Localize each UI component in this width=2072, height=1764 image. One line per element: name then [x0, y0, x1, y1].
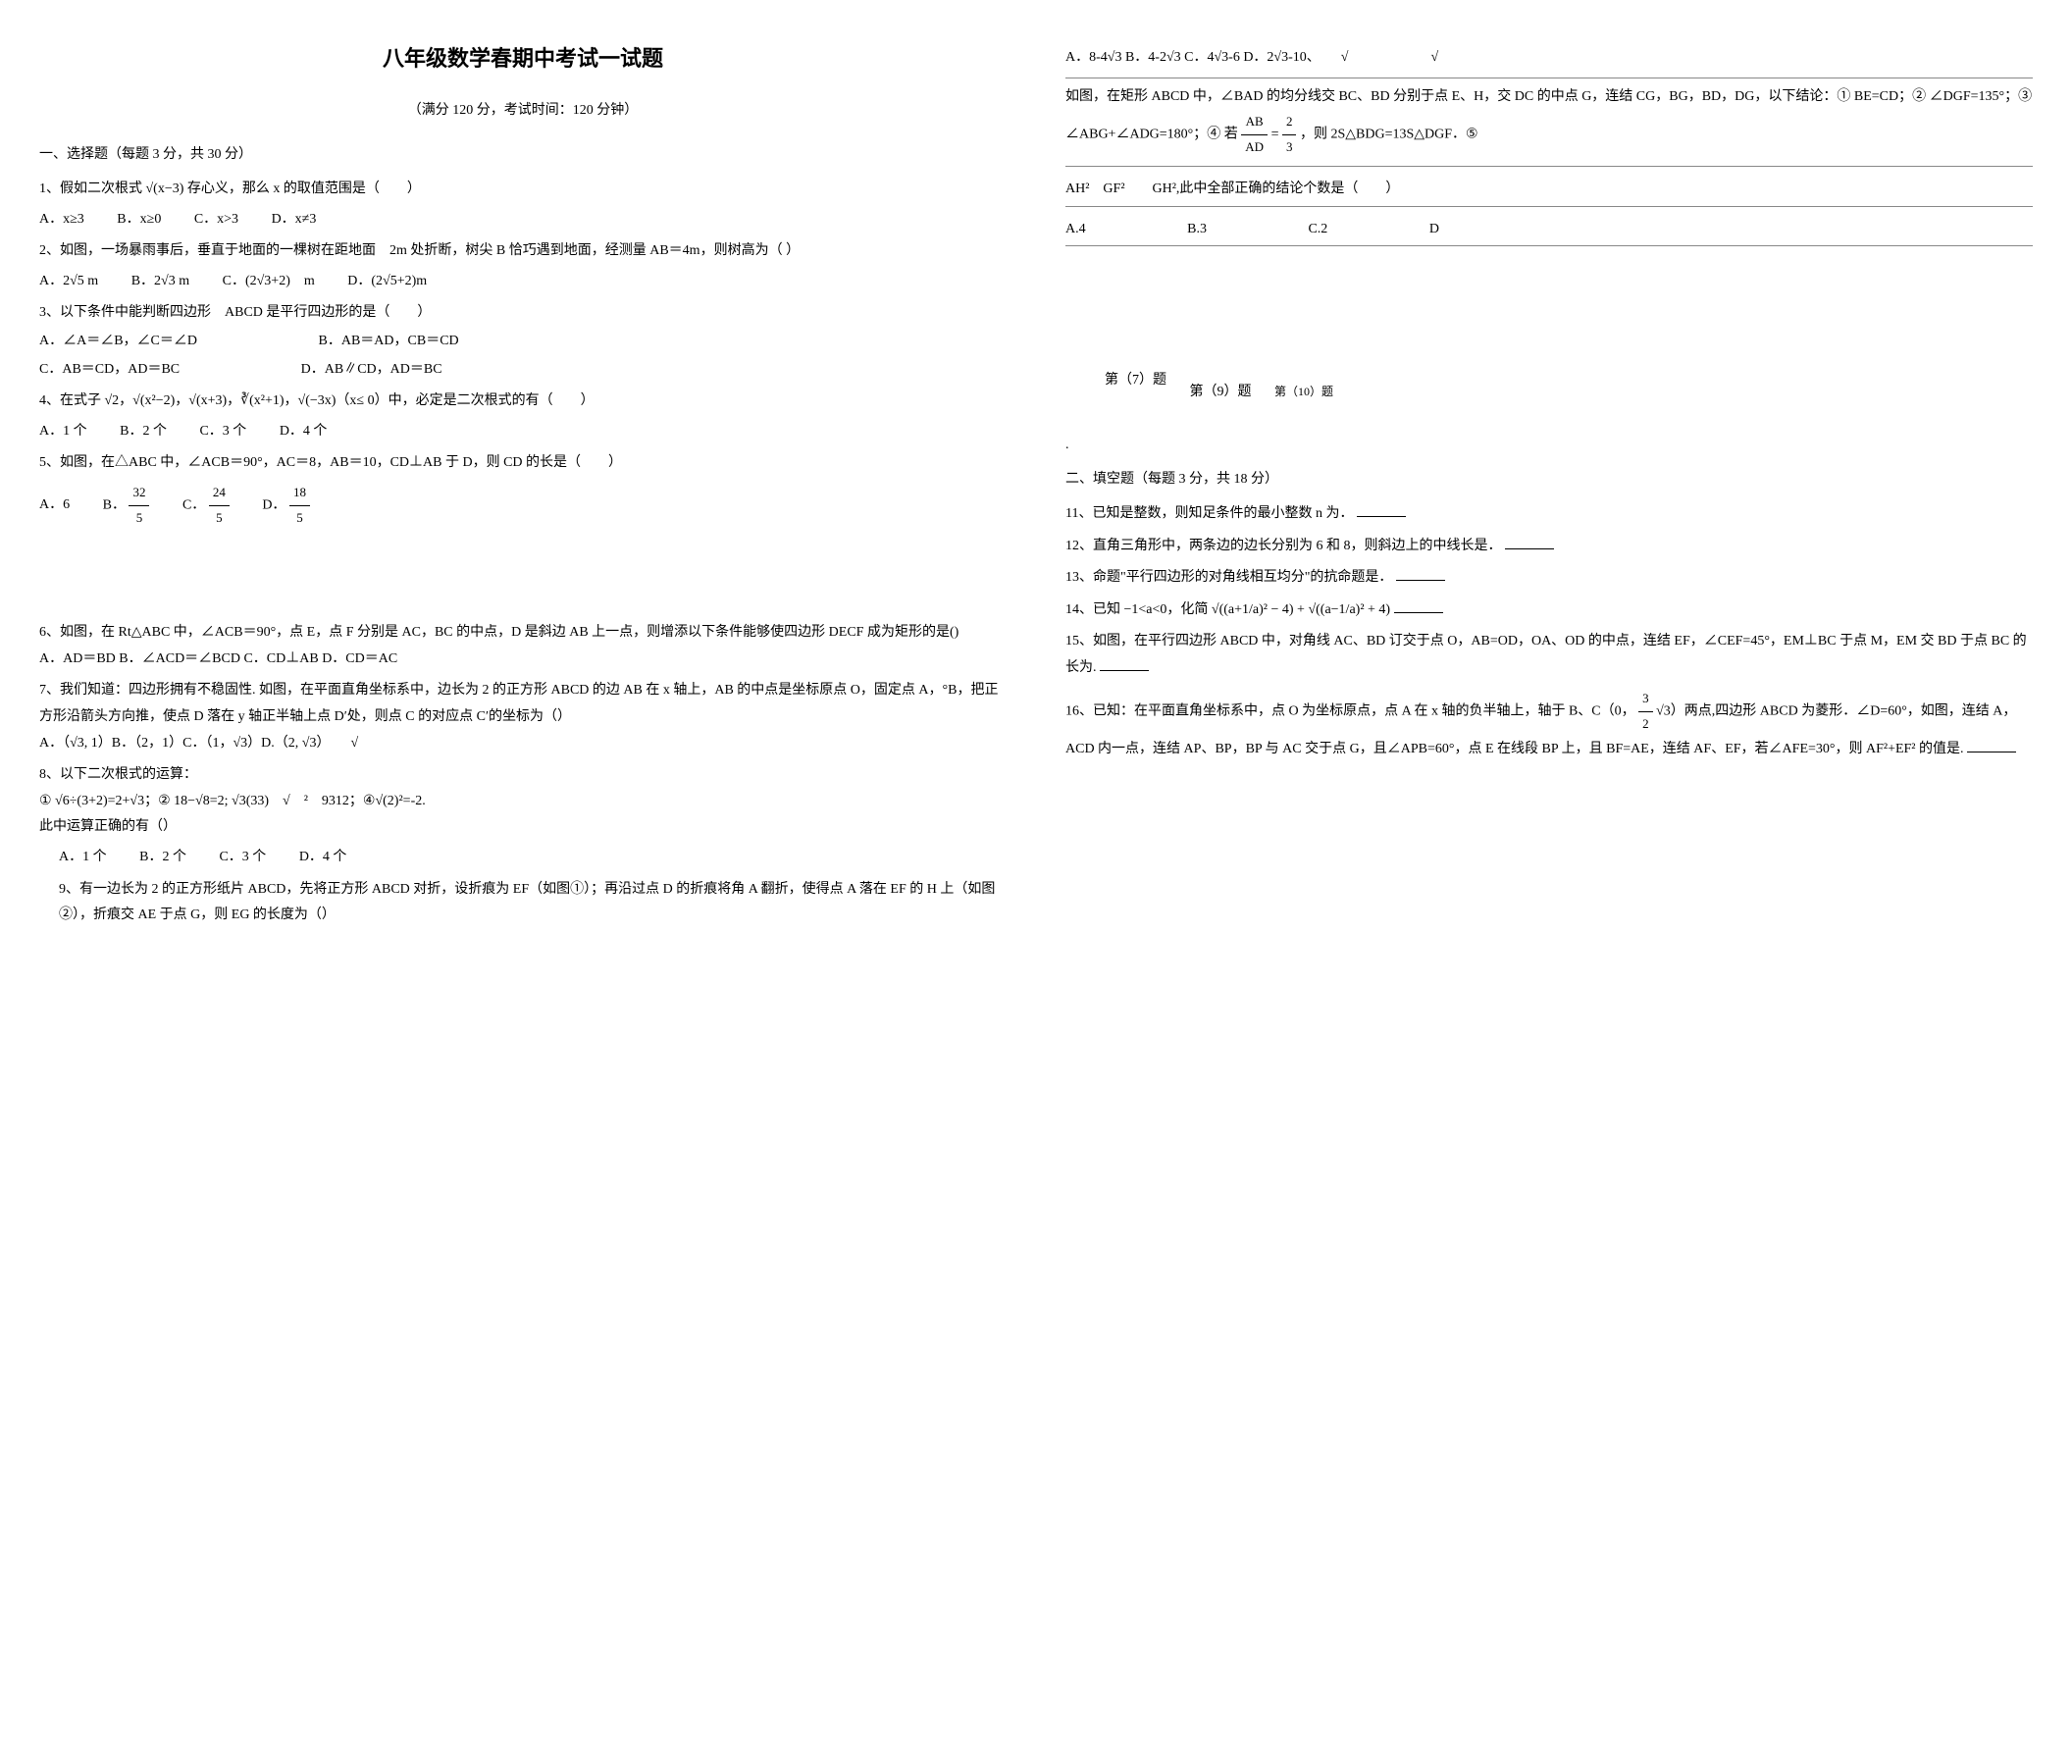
- q8-optC: C．3 个: [219, 845, 266, 871]
- spacer2: [1065, 250, 2033, 348]
- q9: 9、有一边长为 2 的正方形纸片 ABCD，先将正方形 ABCD 对折，设折痕为…: [39, 877, 1007, 929]
- right-column: A．8-4√3 B．4-2√3 C．4√3-6 D．2√3-10、 √ √ 如图…: [1065, 39, 2033, 935]
- q3-optD: D．AB∥CD，AD＝BC: [301, 357, 442, 384]
- q5-options: A．6 B． 325 C． 245 D． 185: [39, 481, 1007, 530]
- q4-options: A．1 个 B．2 个 C．3 个 D．4 个: [39, 419, 1007, 445]
- q16-a: 16、已知：在平面直角坐标系中，点 O 为坐标原点，点 A 在 x 轴的负半轴上…: [1065, 704, 1635, 719]
- q3-optA: A．∠A＝∠B，∠C＝∠D: [39, 329, 197, 355]
- q1: 1、假如二次根式 √(x−3) 存心义，那么 x 的取值范围是（ ） A．x≥3…: [39, 177, 1007, 233]
- section2-header: 二、填空题（每题 3 分，共 18 分）: [1065, 467, 2033, 492]
- q10-optC: C.2: [1308, 217, 1327, 241]
- q5-optC: C． 245: [182, 481, 230, 530]
- section1-header: 一、选择题（每题 3 分，共 30 分）: [39, 142, 1007, 167]
- q2-options: A．2√5 m B．2√3 m C．(2√3+2) m D．(2√5+2)m: [39, 269, 1007, 295]
- q10-optA: A.4: [1065, 217, 1086, 241]
- page-title: 八年级数学春期中考试一试题: [39, 39, 1007, 78]
- q12: 12、直角三角形中，两条边的边长分别为 6 和 8，则斜边上的中线长是．: [1065, 534, 2033, 560]
- q3-row2: C．AB＝CD，AD＝BC D．AB∥CD，AD＝BC: [39, 357, 1007, 384]
- q9-text: 9、有一边长为 2 的正方形纸片 ABCD，先将正方形 ABCD 对折，设折痕为…: [59, 877, 1007, 929]
- q7: 7、我们知道：四边形拥有不稳固性. 如图，在平面直角坐标系中，边长为 2 的正方…: [39, 678, 1007, 756]
- q14-blank: [1394, 612, 1443, 613]
- q2-optC: C．(2√3+2) m: [223, 269, 315, 295]
- q15: 15、如图，在平行四边形 ABCD 中，对角线 AC、BD 订交于点 O，AB=…: [1065, 629, 2033, 681]
- q1-text: 1、假如二次根式 √(x−3) 存心义，那么 x 的取值范围是（ ）: [39, 177, 1007, 203]
- q10: 如图，在矩形 ABCD 中，∠BAD 的均分线交 BC、BD 分别于点 E、H，…: [1065, 78, 2033, 167]
- q10-optD: D: [1429, 217, 1439, 241]
- q5-text: 5、如图，在△ABC 中，∠ACB＝90°，AC＝8，AB＝10，CD⊥AB 于…: [39, 450, 1007, 477]
- q2-text: 2、如图，一场暴雨事后，垂直于地面的一棵树在距地面 2m 处折断，树尖 B 恰巧…: [39, 238, 1007, 265]
- fig7-label: 第（7）题: [1105, 368, 1166, 392]
- fig10-label: 第（10）题: [1274, 382, 1333, 403]
- q10-frac1: ABAD: [1241, 110, 1268, 159]
- q2-optA: A．2√5 m: [39, 269, 98, 295]
- q8-text: 8、以下二次根式的运算：: [39, 762, 1007, 789]
- q2: 2、如图，一场暴雨事后，垂直于地面的一棵树在距地面 2m 处折断，树尖 B 恰巧…: [39, 238, 1007, 294]
- page-subtitle: （满分 120 分，考试时间：120 分钟）: [39, 98, 1007, 123]
- left-column: 八年级数学春期中考试一试题 （满分 120 分，考试时间：120 分钟） 一、选…: [39, 39, 1007, 935]
- q8-options: A．1 个 B．2 个 C．3 个 D．4 个: [39, 845, 1007, 871]
- q13: 13、命题"平行四边形的对角线相互均分"的抗命题是．: [1065, 565, 2033, 592]
- q10-text: 如图，在矩形 ABCD 中，∠BAD 的均分线交 BC、BD 分别于点 E、H，…: [1065, 89, 2032, 142]
- q3: 3、以下条件中能判断四边形 ABCD 是平行四边形的是（ ） A．∠A＝∠B，∠…: [39, 300, 1007, 383]
- q16-frac: 32: [1638, 687, 1653, 736]
- q4-text: 4、在式子 √2，√(x²−2)，√(x+3)，∛(x²+1)，√(−3x)（x…: [39, 389, 1007, 415]
- q4: 4、在式子 √2，√(x²−2)，√(x+3)，∛(x²+1)，√(−3x)（x…: [39, 389, 1007, 444]
- q8: 8、以下二次根式的运算： ① √6÷(3+2)=2+√3；② 18−√8=2; …: [39, 762, 1007, 870]
- q5-optD-frac: 185: [289, 481, 310, 530]
- q6-opts: A．AD＝BD B．∠ACD＝∠BCD C．CD⊥AB D．CD＝AC: [39, 647, 1007, 673]
- q5: 5、如图，在△ABC 中，∠ACB＝90°，AC＝8，AB＝10，CD⊥AB 于…: [39, 450, 1007, 530]
- q5-optB: B． 325: [103, 481, 150, 530]
- q10-text2: ，则 2S△BDG=13S△DGF．⑤: [1300, 128, 1478, 142]
- q8-optD: D．4 个: [299, 845, 347, 871]
- q5-optD: D． 185: [262, 481, 310, 530]
- q6-text: 6、如图，在 Rt△ABC 中，∠ACB＝90°，点 E，点 F 分别是 AC，…: [39, 620, 1007, 647]
- q14: 14、已知 −1<a<0，化简 √((a+1/a)² − 4) + √((a−1…: [1065, 597, 2033, 624]
- q10-eq: =: [1271, 128, 1282, 142]
- q6: 6、如图，在 Rt△ABC 中，∠ACB＝90°，点 E，点 F 分别是 AC，…: [39, 620, 1007, 672]
- q7-text: 7、我们知道：四边形拥有不稳固性. 如图，在平面直角坐标系中，边长为 2 的正方…: [39, 678, 1007, 730]
- q1-options: A．x≥3 B．x≥0 C．x>3 D．x≠3: [39, 207, 1007, 233]
- q3-row1: A．∠A＝∠B，∠C＝∠D B．AB＝AD，CB＝CD: [39, 329, 1007, 355]
- q3-text: 3、以下条件中能判断四边形 ABCD 是平行四边形的是（ ）: [39, 300, 1007, 327]
- q4-optC: C．3 个: [199, 419, 246, 445]
- q10-frac2: 23: [1282, 110, 1297, 159]
- q1-optD: D．x≠3: [272, 207, 317, 233]
- q3-optB: B．AB＝AD，CB＝CD: [319, 329, 459, 355]
- q13-blank: [1396, 580, 1445, 581]
- q7-opts: A．（√3, 1）B．（2，1）C．（1，√3）D.（2, √3） √: [39, 731, 1007, 757]
- q4-optB: B．2 个: [120, 419, 167, 445]
- figure-labels: 第（7）题 第（9）题 第（10）题: [1065, 368, 2033, 392]
- q14-pre: 14、已知 −1<a<0，化简: [1065, 602, 1212, 617]
- q12-blank: [1505, 548, 1554, 549]
- q2-optD: D．(2√5+2)m: [347, 269, 427, 295]
- q11-blank: [1357, 516, 1406, 517]
- q5-optC-frac: 245: [209, 481, 230, 530]
- q8-optA: A．1 个: [59, 845, 107, 871]
- spacer: [39, 536, 1007, 614]
- q2-optB: B．2√3 m: [131, 269, 189, 295]
- q1-optC: C．x>3: [194, 207, 238, 233]
- fig9-label: 第（9）题: [1190, 380, 1252, 404]
- q1-optA: A．x≥3: [39, 207, 84, 233]
- q4-optD: D．4 个: [280, 419, 328, 445]
- q5-optA: A．6: [39, 493, 70, 519]
- q9-opts: A．8-4√3 B．4-2√3 C．4√3-6 D．2√3-10、 √ √: [1065, 45, 2033, 72]
- q8-exprs: ① √6÷(3+2)=2+√3；② 18−√8=2; √3(33) √ ² 93…: [39, 789, 1007, 815]
- q14-expr: √((a+1/a)² − 4) + √((a−1/a)² + 4): [1212, 602, 1390, 617]
- q5-optB-frac: 325: [129, 481, 149, 530]
- q15-blank: [1100, 670, 1149, 671]
- q8-text2: 此中运算正确的有（）: [39, 814, 1007, 841]
- q1-optB: B．x≥0: [117, 207, 161, 233]
- q16: 16、已知：在平面直角坐标系中，点 O 为坐标原点，点 A 在 x 轴的负半轴上…: [1065, 687, 2033, 762]
- q8-optB: B．2 个: [139, 845, 186, 871]
- spacer3: [1065, 413, 2033, 433]
- dot: .: [1065, 433, 2033, 457]
- q4-optA: A．1 个: [39, 419, 87, 445]
- q11: 11、已知是整数，则知足条件的最小整数 n 为．: [1065, 501, 2033, 528]
- q10-options: A.4 B.3 C.2 D: [1065, 213, 2033, 246]
- q10-text3: AH² GF² GH²,此中全部正确的结论个数是（ ）: [1065, 173, 2033, 208]
- q10-optB: B.3: [1187, 217, 1207, 241]
- q3-optC: C．AB＝CD，AD＝BC: [39, 357, 180, 384]
